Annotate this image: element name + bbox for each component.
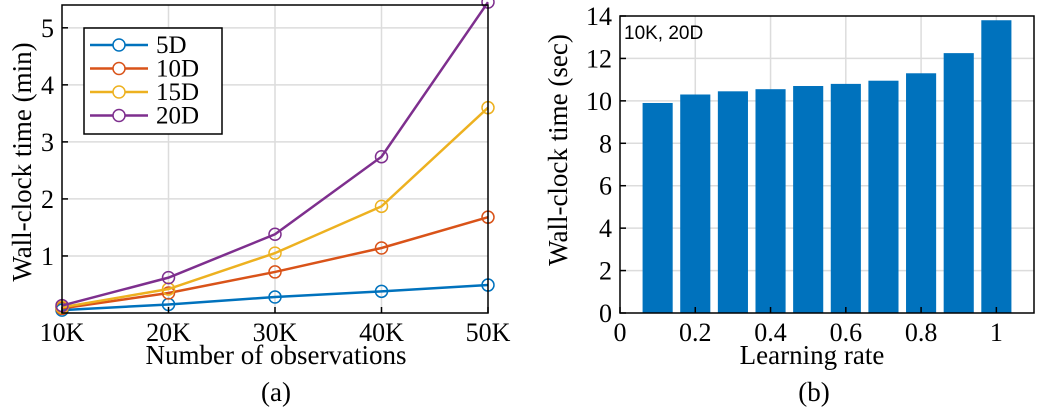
bar bbox=[793, 86, 824, 313]
legend-label: 5D bbox=[156, 32, 187, 59]
panel-b-x-ticks: 0 0.2 0.4 0.6 0.8 1 bbox=[614, 307, 1003, 347]
x-tick-label: 0.4 bbox=[754, 318, 787, 347]
bar bbox=[680, 94, 711, 313]
x-tick-label: 0.2 bbox=[679, 318, 712, 347]
y-tick-label: 10 bbox=[586, 87, 612, 116]
panel-b-y-axis-label: Wall-clock time (sec) bbox=[543, 34, 573, 266]
x-tick-label: 0.6 bbox=[830, 318, 863, 347]
y-tick-label: 2 bbox=[41, 185, 54, 214]
legend-swatch-marker bbox=[112, 38, 126, 52]
x-tick-label: 0 bbox=[614, 318, 627, 347]
y-tick-label: 12 bbox=[586, 44, 612, 73]
legend-swatch-marker bbox=[112, 61, 126, 76]
panel-a-y-ticks: 1 2 3 4 5 bbox=[41, 14, 68, 271]
series-line-15d bbox=[61, 106, 489, 309]
data-point-20d bbox=[268, 227, 282, 242]
y-tick-label: 4 bbox=[599, 214, 612, 243]
legend-label: 10D bbox=[156, 56, 199, 83]
series-line-20d bbox=[61, 1, 490, 307]
legend-item-20d: 20D bbox=[90, 103, 199, 130]
bar bbox=[868, 80, 899, 313]
panel-b-axes-frame bbox=[619, 15, 1035, 314]
data-point-10d bbox=[268, 265, 282, 279]
y-tick-label: 6 bbox=[599, 172, 612, 201]
legend-label: 15D bbox=[156, 79, 199, 106]
data-point-20d bbox=[161, 270, 176, 285]
y-tick-label: 1 bbox=[41, 242, 54, 271]
legend-item-10d: 10D bbox=[90, 56, 199, 83]
panel-a-y-axis-label: Wall-clock time (min) bbox=[7, 42, 37, 281]
y-tick-label: 2 bbox=[599, 257, 612, 286]
panel-a-label: (a) bbox=[261, 377, 291, 407]
bar bbox=[981, 20, 1012, 313]
x-tick-label: 40K bbox=[359, 318, 404, 347]
panel-b-annotation: 10K, 20D bbox=[624, 23, 703, 44]
panel-b-y-ticks: 0 2 4 6 8 10 12 14 bbox=[586, 2, 626, 328]
y-tick-label: 5 bbox=[41, 14, 54, 43]
y-tick-label: 8 bbox=[599, 129, 612, 158]
series-20d bbox=[55, 0, 495, 313]
series-line-5d bbox=[61, 283, 489, 312]
legend-swatch-marker bbox=[112, 85, 126, 99]
x-tick-label: 0.8 bbox=[905, 318, 938, 347]
x-tick-label: 20K bbox=[146, 318, 191, 347]
panel-b-x-axis-label: Learning rate bbox=[740, 340, 885, 370]
bar bbox=[642, 102, 673, 313]
bar bbox=[906, 73, 937, 314]
panel-a-x-ticks: 10K 20K 30K 40K 50K bbox=[40, 307, 511, 347]
x-tick-label: 50K bbox=[466, 318, 511, 347]
bar bbox=[755, 89, 786, 313]
y-tick-label: 4 bbox=[41, 71, 54, 100]
data-point-15d bbox=[268, 246, 282, 260]
y-tick-label: 14 bbox=[586, 2, 612, 31]
panel-b-bar-chart: 0 0.2 0.4 0.6 0.8 1 0 2 4 6 8 10 12 14 10K, 20D Lear… bbox=[543, 2, 1035, 407]
data-point-10d bbox=[161, 286, 176, 300]
legend-swatch-marker bbox=[112, 108, 126, 123]
bar bbox=[717, 91, 748, 313]
panel-b-bars bbox=[642, 20, 1012, 314]
y-tick-label: 0 bbox=[599, 299, 612, 328]
y-tick-label: 3 bbox=[41, 128, 54, 157]
legend-label: 20D bbox=[156, 103, 199, 130]
x-tick-label: 10K bbox=[40, 318, 85, 347]
data-point-5d bbox=[374, 284, 389, 299]
x-tick-label: 1 bbox=[990, 318, 1003, 347]
bar bbox=[830, 83, 861, 313]
panel-b-label: (b) bbox=[798, 377, 829, 407]
x-tick-label: 30K bbox=[253, 318, 298, 347]
data-point-15d bbox=[374, 199, 389, 214]
data-point-20d bbox=[374, 149, 389, 164]
series-line-10d bbox=[61, 215, 489, 310]
data-point-5d bbox=[268, 290, 282, 304]
panel-a-x-axis-label: Number of observations bbox=[146, 340, 407, 370]
legend-item-15d: 15D bbox=[90, 79, 199, 106]
data-point-10d bbox=[374, 241, 389, 255]
bar bbox=[943, 53, 974, 313]
legend-item-5d: 5D bbox=[90, 32, 187, 59]
